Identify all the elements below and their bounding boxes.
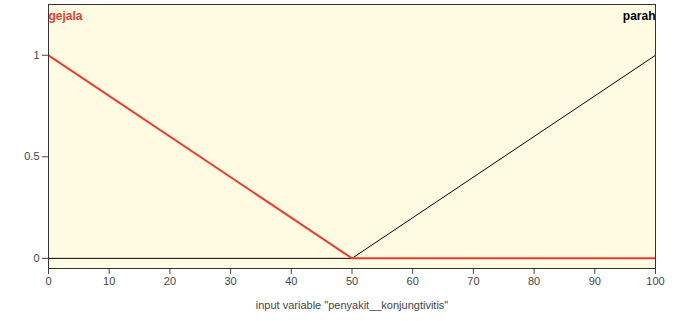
svg-text:0: 0 — [45, 275, 51, 287]
svg-text:20: 20 — [164, 275, 176, 287]
svg-text:80: 80 — [528, 275, 540, 287]
svg-text:0.5: 0.5 — [24, 150, 39, 162]
svg-text:70: 70 — [467, 275, 479, 287]
svg-text:parah: parah — [623, 9, 656, 23]
svg-text:90: 90 — [589, 275, 601, 287]
svg-text:input variable "penyakit__konj: input variable "penyakit__konjungtivitis… — [256, 299, 449, 311]
svg-text:0: 0 — [33, 252, 39, 264]
svg-text:50: 50 — [346, 275, 358, 287]
svg-text:10: 10 — [103, 275, 115, 287]
svg-text:gejala: gejala — [49, 9, 83, 23]
svg-text:40: 40 — [285, 275, 297, 287]
svg-text:100: 100 — [646, 275, 664, 287]
svg-text:60: 60 — [407, 275, 419, 287]
svg-text:30: 30 — [224, 275, 236, 287]
svg-text:1: 1 — [33, 49, 39, 61]
